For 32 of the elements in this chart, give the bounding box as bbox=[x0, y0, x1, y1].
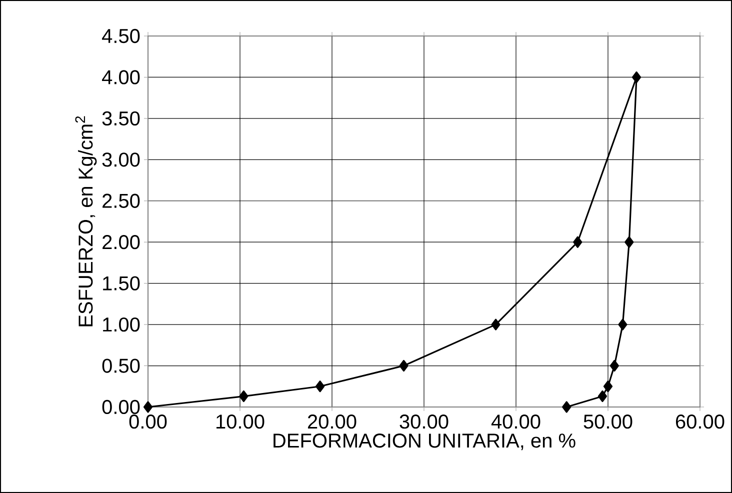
x-tick-label: 50.00 bbox=[584, 414, 632, 429]
y-axis-title: ESFUERZO, en Kg/cm$^{2}$ bbox=[75, 116, 97, 326]
x-tick-label: 0.00 bbox=[129, 414, 167, 429]
x-tick-label: 30.00 bbox=[400, 414, 448, 429]
y-tick-label: 2.50 bbox=[102, 194, 140, 208]
point bbox=[618, 318, 628, 330]
point bbox=[632, 71, 642, 84]
y-tick-label: 1.00 bbox=[103, 317, 140, 332]
point bbox=[624, 236, 634, 248]
y-tick-label: 3.00 bbox=[102, 152, 140, 167]
y-tick-label: 4.00 bbox=[102, 70, 140, 84]
y-tick-label: 2.00 bbox=[102, 235, 140, 250]
point bbox=[603, 380, 613, 392]
x-tick-label: 60.00 bbox=[676, 414, 724, 429]
point bbox=[315, 380, 325, 392]
point bbox=[143, 401, 153, 413]
x-tick-label: 10.00 bbox=[216, 414, 264, 429]
point bbox=[562, 401, 572, 413]
x-tick-label: 20.00 bbox=[308, 414, 356, 429]
x-tick-label: 40.00 bbox=[491, 414, 540, 429]
point bbox=[598, 390, 608, 402]
point bbox=[573, 236, 582, 248]
point bbox=[610, 360, 619, 372]
y-tick-label: 0.50 bbox=[102, 358, 140, 373]
y-tick-label: 4.50 bbox=[102, 28, 140, 44]
y-tick-label: 0.00 bbox=[102, 400, 140, 414]
point bbox=[239, 390, 248, 402]
x-axis-title: DEFORMACION UNITARIA, en % bbox=[274, 434, 576, 450]
point bbox=[491, 318, 500, 330]
y-tick-label: 3.50 bbox=[102, 111, 140, 126]
point bbox=[399, 360, 408, 372]
y-tick-label: 1.50 bbox=[103, 276, 140, 290]
